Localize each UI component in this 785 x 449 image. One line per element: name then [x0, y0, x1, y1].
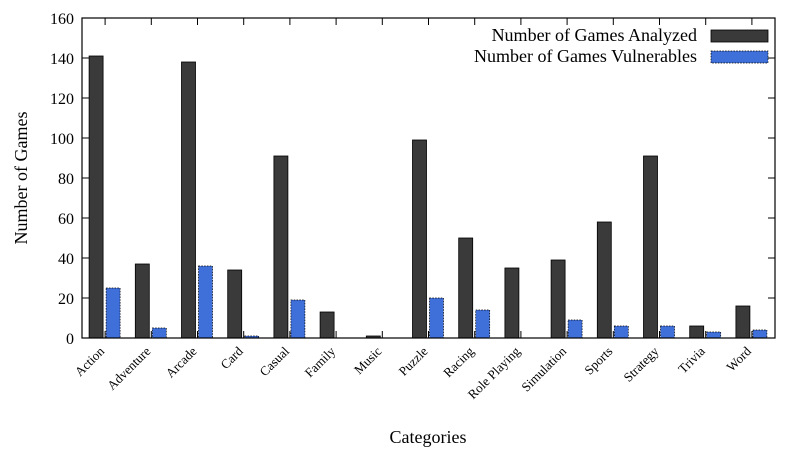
x-tick-label: Action: [72, 343, 108, 379]
x-tick-label: Arcade: [162, 343, 199, 380]
bar-games-analyzed: [134, 263, 150, 339]
bar-games-vulnerable: [475, 309, 491, 339]
x-tick-label: Trivia: [675, 343, 708, 376]
x-tick-label: Strategy: [620, 343, 662, 385]
bar-games-vulnerable: [660, 325, 675, 339]
bar-games-vulnerable: [752, 329, 768, 339]
bars-layer: [88, 55, 768, 339]
bar-games-vulnerable: [198, 265, 213, 339]
bar-games-analyzed: [596, 221, 612, 339]
bar-games-vulnerable: [567, 319, 583, 339]
x-tick-label: Racing: [440, 343, 477, 380]
x-tick-label: Card: [217, 343, 246, 372]
bar-games-analyzed: [643, 155, 658, 339]
y-tick-label: 20: [58, 291, 74, 308]
bar-games-analyzed: [458, 237, 474, 339]
x-tick-label: Simulation: [518, 343, 569, 394]
y-tick-label: 140: [50, 51, 74, 68]
x-axis-title: Categories: [390, 427, 467, 447]
y-tick-label: 100: [50, 131, 74, 148]
bar-games-analyzed: [412, 139, 427, 339]
legend-swatch: [710, 50, 769, 64]
bar-games-vulnerable: [290, 299, 306, 339]
bar-games-analyzed: [88, 55, 104, 339]
bar-games-vulnerable: [105, 287, 121, 339]
bar-games-analyzed: [504, 267, 520, 339]
y-axis: 0 20 40 60 80 100 120 140 160: [50, 11, 775, 348]
bar-games-vulnerable: [613, 325, 629, 339]
legend-label: Number of Games Analyzed: [492, 25, 697, 45]
y-tick-label: 120: [50, 91, 74, 108]
x-tick-label: Music: [351, 343, 385, 377]
legend-label: Number of Games Vulnerables: [474, 46, 697, 66]
x-tick-label: Word: [723, 343, 754, 374]
y-axis-title: Number of Games: [11, 112, 31, 245]
bar-games-analyzed: [319, 311, 335, 339]
x-tick-label: Family: [302, 343, 339, 380]
x-tick-label: Sports: [581, 344, 615, 378]
x-tick-label: Puzzle: [396, 343, 431, 378]
bar-games-vulnerable: [429, 297, 444, 339]
bar-games-vulnerable: [706, 331, 722, 339]
y-tick-label: 80: [58, 171, 74, 188]
bar-games-analyzed: [689, 325, 705, 339]
legend-swatch: [710, 29, 769, 43]
bar-games-analyzed: [227, 269, 243, 339]
bar-games-analyzed: [273, 155, 289, 339]
y-tick-label: 40: [58, 251, 74, 268]
bar-games-vulnerable: [151, 327, 167, 339]
bar-games-analyzed: [550, 259, 566, 339]
bar-games-analyzed: [735, 305, 751, 339]
y-tick-label: 60: [58, 211, 74, 228]
y-tick-label: 0: [66, 331, 74, 348]
x-tick-label: Adventure: [104, 343, 154, 393]
bar-games-analyzed: [181, 61, 196, 339]
y-tick-label: 160: [50, 11, 74, 28]
x-tick-label: Casual: [256, 343, 292, 379]
